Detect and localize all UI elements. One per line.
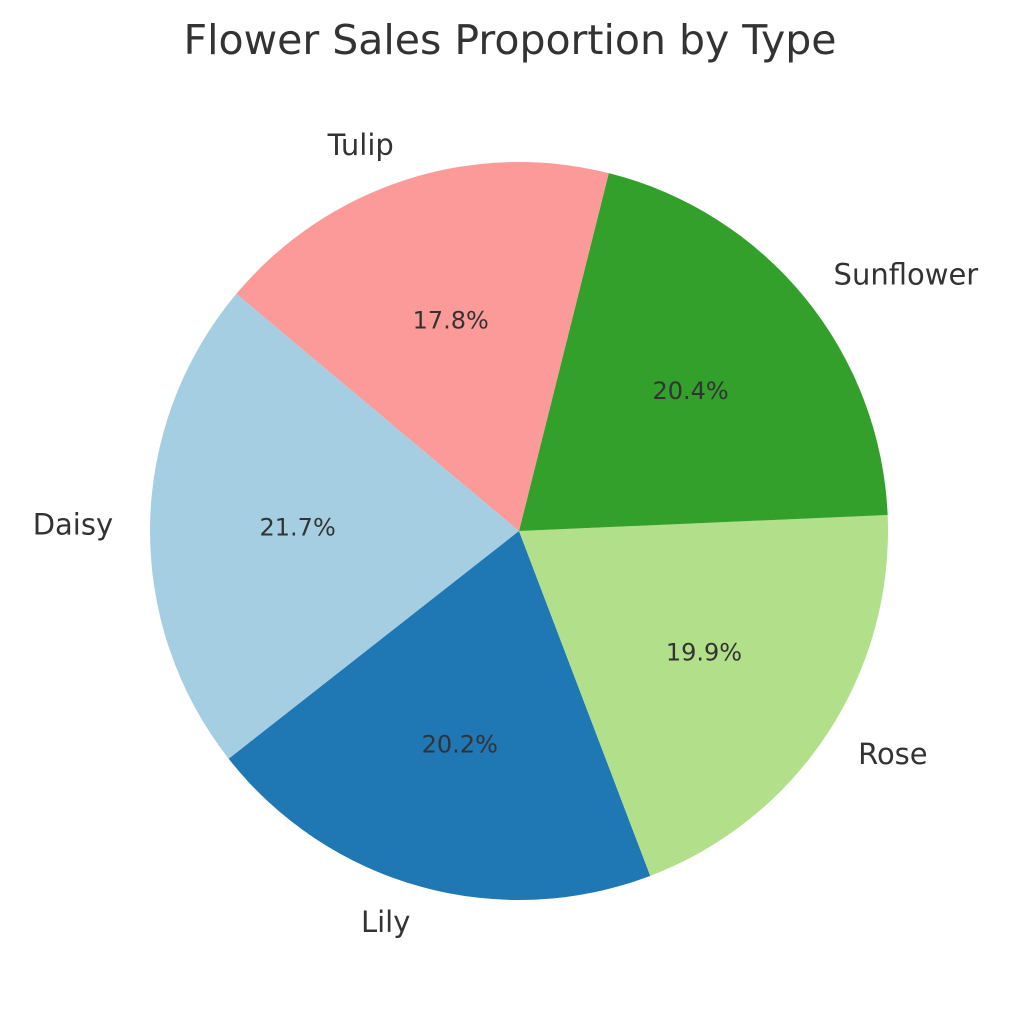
percent-label-tulip: 17.8% xyxy=(413,306,489,334)
pie-slices xyxy=(149,162,888,900)
pie-slice-sunflower xyxy=(519,173,888,531)
pie-slice-daisy xyxy=(149,293,519,759)
pie-slice-lily xyxy=(228,531,651,900)
slice-label-daisy: Daisy xyxy=(33,507,113,541)
slice-label-tulip: Tulip xyxy=(327,128,394,162)
percent-label-sunflower: 20.4% xyxy=(652,377,728,405)
slice-label-rose: Rose xyxy=(858,737,928,771)
pie-slice-tulip xyxy=(236,162,609,532)
pie-slice-rose xyxy=(519,515,888,876)
slice-label-lily: Lily xyxy=(361,905,410,939)
percent-label-rose: 19.9% xyxy=(666,639,742,667)
percent-label-daisy: 21.7% xyxy=(260,513,336,541)
slice-label-sunflower: Sunflower xyxy=(834,257,979,291)
percent-label-lily: 20.2% xyxy=(422,730,498,758)
chart-title: Flower Sales Proportion by Type xyxy=(183,16,837,64)
pie-labels: Daisy 21.7% Lily 20.2% Rose 19.9% Sunflower 20.… xyxy=(33,128,979,939)
